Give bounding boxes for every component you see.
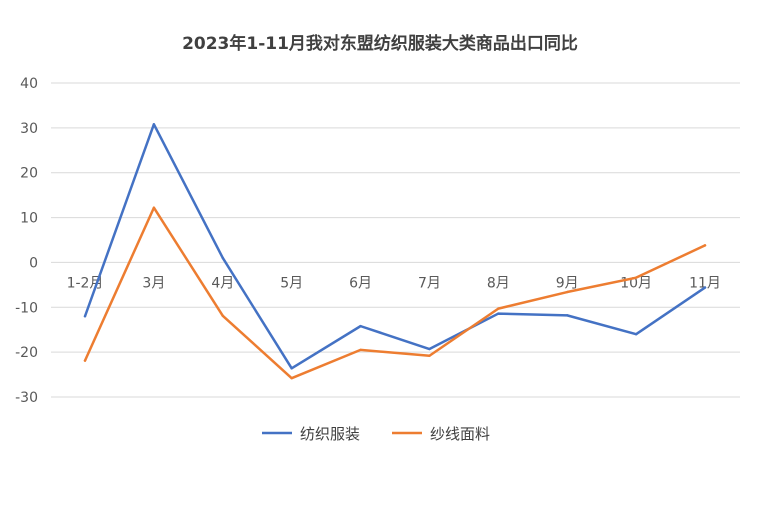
x-tick-label: 6月 <box>349 275 372 291</box>
y-axis-ticks: 40 30 20 10 0 -10 -20 -30 <box>15 76 38 406</box>
x-tick-label: 4月 <box>211 275 234 291</box>
data-point <box>566 290 569 294</box>
y-tick-label: 40 <box>20 76 38 92</box>
data-point <box>428 354 431 357</box>
x-tick-label: 11月 <box>689 275 721 291</box>
legend: 纺织服装 纱线面料 <box>262 425 490 443</box>
data-point <box>497 307 500 310</box>
y-tick-label: 0 <box>29 255 38 271</box>
gridlines <box>51 82 740 398</box>
data-point <box>290 376 293 380</box>
data-point <box>83 359 87 362</box>
y-tick-label: -20 <box>15 345 38 361</box>
x-axis-ticks: 1-2月 3月 4月 5月 6月 7月 8月 9月 10月 11月 <box>67 275 721 291</box>
data-point <box>359 324 362 328</box>
y-tick-label: 10 <box>20 211 38 227</box>
data-point <box>221 314 224 318</box>
x-tick-label: 7月 <box>418 275 441 291</box>
data-point <box>428 347 431 351</box>
x-tick-label: 3月 <box>142 275 165 291</box>
data-point <box>703 244 707 247</box>
x-tick-label: 5月 <box>280 275 303 291</box>
chart-title: 2023年1-11月我对东盟纺织服装大类商品出口同比 <box>182 33 578 54</box>
legend-item-2: 纱线面料 <box>392 425 490 443</box>
legend-item-1: 纺织服装 <box>262 425 360 443</box>
y-tick-label: -10 <box>15 300 38 316</box>
data-point <box>221 256 224 260</box>
data-point <box>703 286 707 289</box>
x-tick-label: 9月 <box>556 275 579 291</box>
data-point <box>566 314 569 317</box>
series-line-2 <box>83 206 707 380</box>
series-line-1 <box>83 123 707 370</box>
data-point <box>83 315 87 318</box>
legend-label: 纺织服装 <box>300 425 360 443</box>
data-point <box>497 312 500 315</box>
data-point <box>634 333 638 336</box>
data-point <box>152 123 156 126</box>
data-point <box>152 206 156 209</box>
data-point <box>634 276 638 279</box>
y-tick-label: 30 <box>20 121 38 137</box>
x-tick-label: 8月 <box>487 275 510 291</box>
y-tick-label: 20 <box>20 166 38 182</box>
data-point <box>359 348 362 352</box>
data-point <box>290 367 293 370</box>
y-tick-label: -30 <box>15 390 38 406</box>
series-lines <box>83 123 707 380</box>
legend-label: 纱线面料 <box>430 425 490 443</box>
